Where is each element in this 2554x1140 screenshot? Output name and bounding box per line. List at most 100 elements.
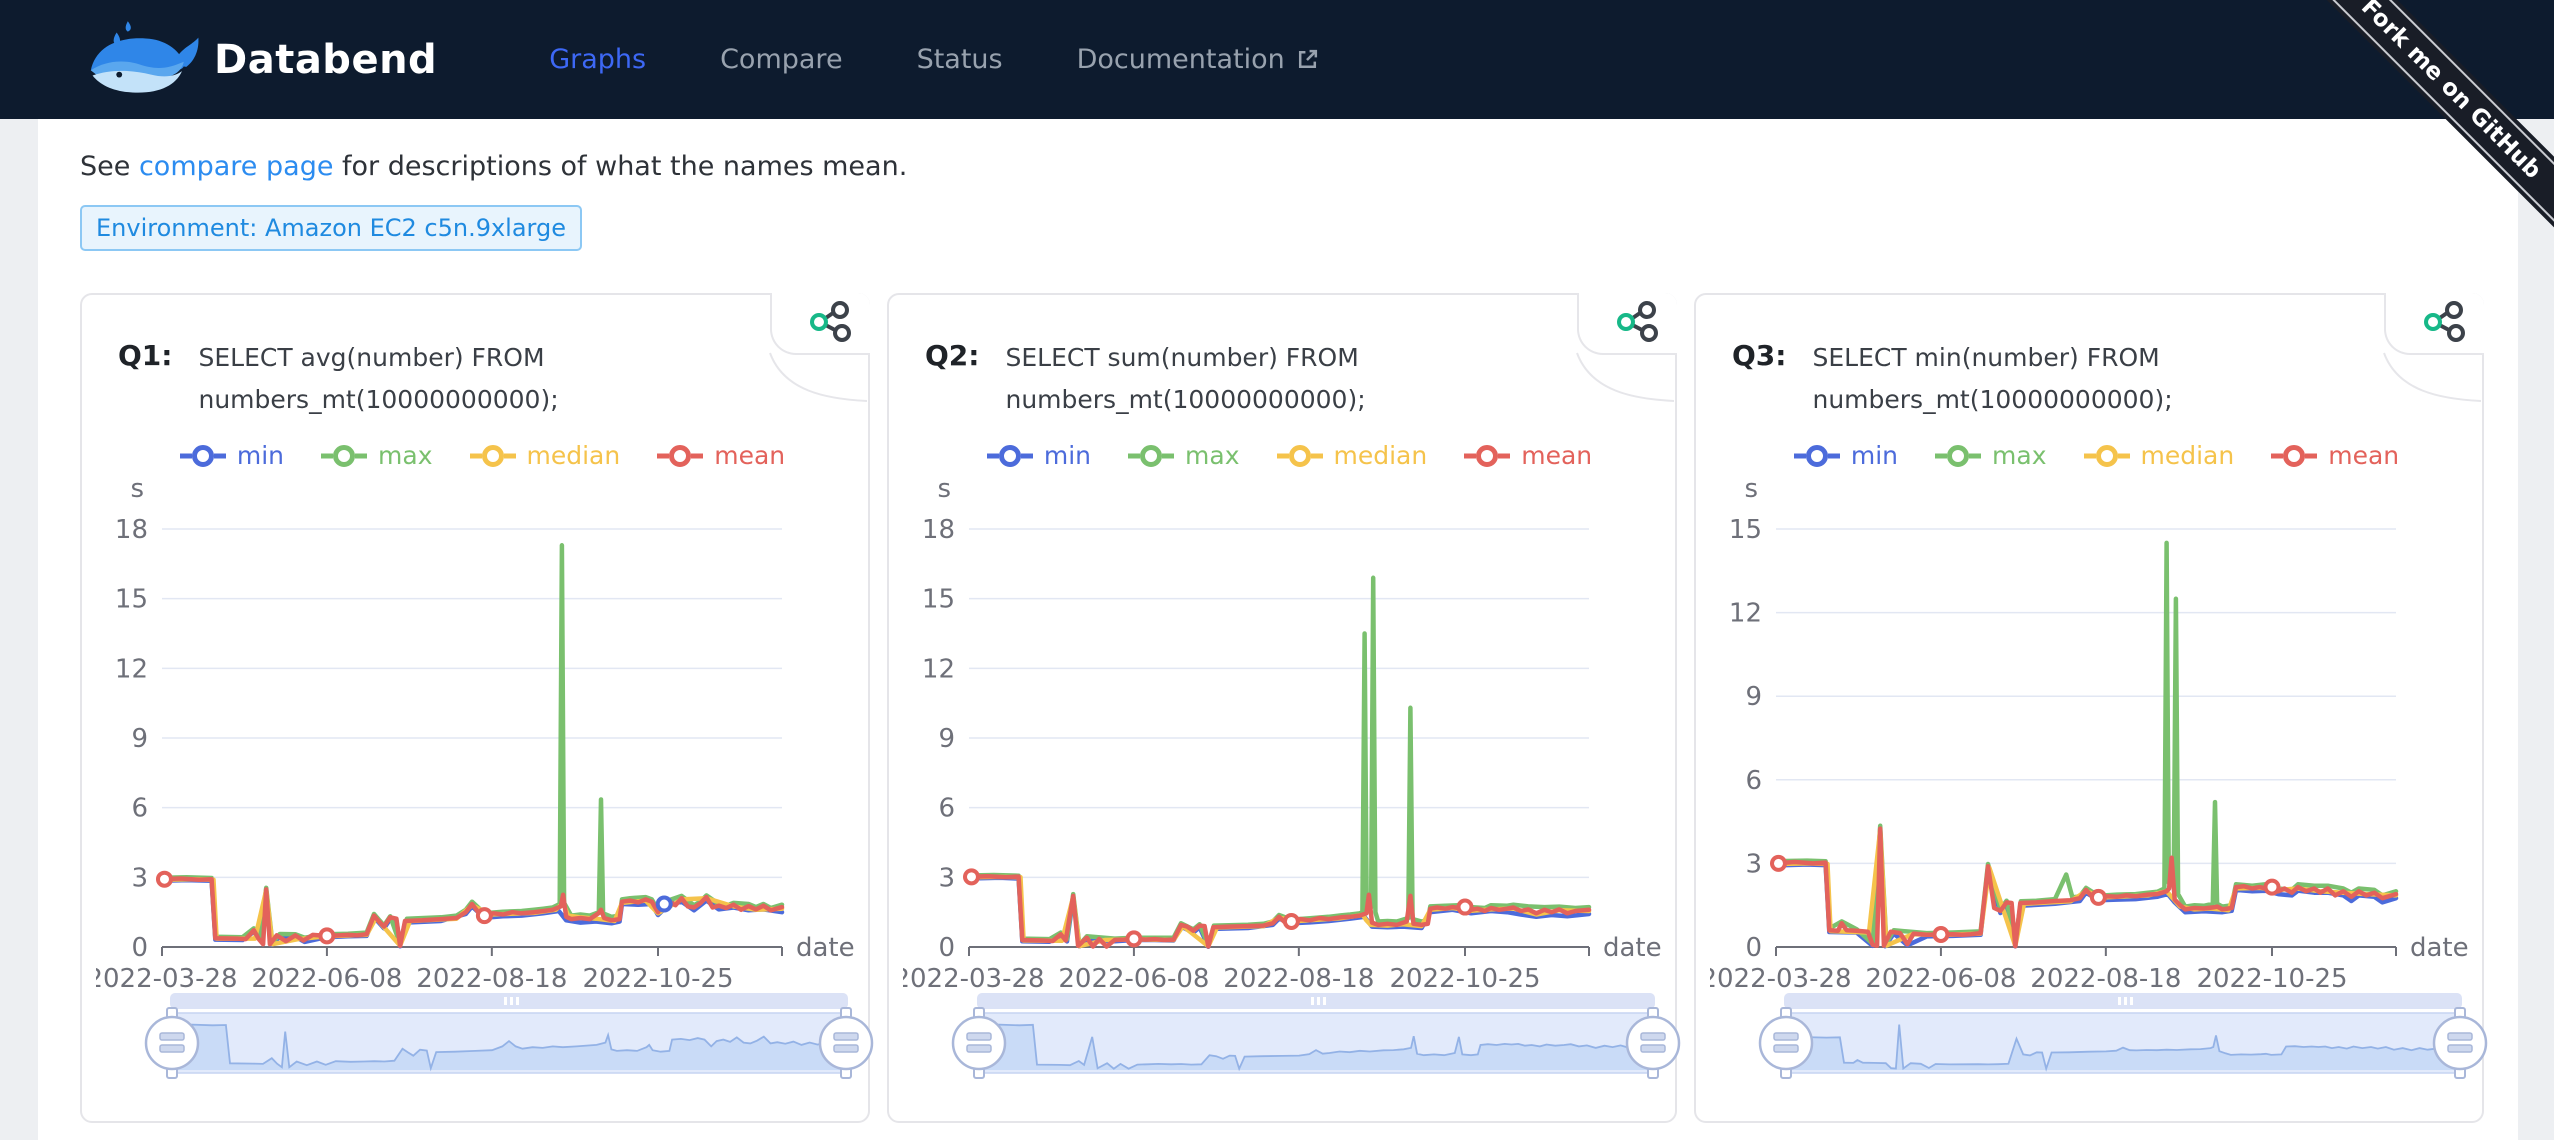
svg-text:2022-08-18: 2022-08-18 <box>416 964 567 994</box>
svg-text:15: 15 <box>922 585 955 615</box>
legend-item-min[interactable]: min <box>1793 441 1898 470</box>
legend-item-max[interactable]: max <box>320 441 432 470</box>
page-gutter: See compare page for descriptions of wha… <box>0 119 2554 1140</box>
chart-cards: Q1: SELECT avg(number) FROM numbers_mt(1… <box>80 293 2484 1123</box>
svg-text:2022-08-18: 2022-08-18 <box>1223 964 1374 994</box>
tab-curve <box>1575 351 1675 405</box>
svg-text:2022-03-28: 2022-03-28 <box>96 964 238 994</box>
nav-link-documentation[interactable]: Documentation <box>1077 44 1320 75</box>
legend-marker-icon <box>656 443 704 469</box>
svg-text:2022-03-28: 2022-03-28 <box>903 964 1045 994</box>
nav-link-graphs[interactable]: Graphs <box>549 44 646 75</box>
line-chart: s03691215182022-03-282022-06-082022-08-1… <box>96 473 858 1013</box>
legend-marker-icon <box>320 443 368 469</box>
legend-row: min max median mean <box>142 441 822 470</box>
legend-item-max[interactable]: max <box>1127 441 1239 470</box>
legend-marker-icon <box>1934 443 1982 469</box>
intro-text: See compare page for descriptions of wha… <box>80 151 907 182</box>
svg-text:18: 18 <box>922 515 955 545</box>
chart-card-q1: Q1: SELECT avg(number) FROM numbers_mt(1… <box>80 293 870 1123</box>
svg-text:date: date <box>1603 933 1662 963</box>
svg-text:s: s <box>937 474 951 504</box>
share-tab <box>1577 293 1677 355</box>
svg-text:15: 15 <box>1729 515 1762 545</box>
svg-text:3: 3 <box>1745 849 1762 879</box>
datazoom-slider[interactable] <box>963 993 1669 1077</box>
svg-text:2022-06-08: 2022-06-08 <box>1865 964 2016 994</box>
query-text: SELECT sum(number) FROM numbers_mt(10000… <box>1005 337 1365 421</box>
legend-marker-icon <box>1793 443 1841 469</box>
svg-text:9: 9 <box>131 724 148 754</box>
legend-item-mean[interactable]: mean <box>1463 441 1592 470</box>
line-chart: s03691215182022-03-282022-06-082022-08-1… <box>903 473 1665 1013</box>
line-chart: s036912152022-03-282022-06-082022-08-182… <box>1710 473 2472 1013</box>
svg-text:2022-10-25: 2022-10-25 <box>2196 964 2347 994</box>
legend-marker-icon <box>1463 443 1511 469</box>
fork-me-on-github-ribbon[interactable]: Fork me on GitHub <box>2298 0 2554 256</box>
legend-marker-icon <box>179 443 227 469</box>
svg-text:12: 12 <box>922 654 955 684</box>
svg-text:2022-10-25: 2022-10-25 <box>1389 964 1540 994</box>
chart-card-q3: Q3: SELECT min(number) FROM numbers_mt(1… <box>1694 293 2484 1123</box>
svg-text:date: date <box>2410 933 2469 963</box>
svg-text:2022-06-08: 2022-06-08 <box>251 964 402 994</box>
share-icon[interactable] <box>1615 301 1661 343</box>
legend-item-mean[interactable]: mean <box>2270 441 2399 470</box>
svg-text:2022-10-25: 2022-10-25 <box>582 964 733 994</box>
databend-logo[interactable]: Databend <box>78 17 437 103</box>
tab-curve <box>2382 351 2482 405</box>
query-row: Q2: SELECT sum(number) FROM numbers_mt(1… <box>925 337 1366 421</box>
brand-name: Databend <box>214 37 437 83</box>
svg-text:18: 18 <box>115 515 148 545</box>
svg-text:12: 12 <box>1729 599 1762 629</box>
environment-badge: Environment: Amazon EC2 c5n.9xlarge <box>80 205 582 251</box>
datazoom-grip-bar[interactable] <box>1784 993 2462 1009</box>
svg-text:3: 3 <box>131 863 148 893</box>
datazoom-grip-bar[interactable] <box>170 993 848 1009</box>
legend-marker-icon <box>469 443 517 469</box>
datazoom-grip-bar[interactable] <box>977 993 1655 1009</box>
navbar: Databend Graphs Compare Status Documenta… <box>0 0 2554 119</box>
nav-link-compare[interactable]: Compare <box>720 44 842 75</box>
legend-item-mean[interactable]: mean <box>656 441 785 470</box>
svg-text:9: 9 <box>938 724 955 754</box>
svg-text:2022-03-28: 2022-03-28 <box>1710 964 1852 994</box>
legend-item-max[interactable]: max <box>1934 441 2046 470</box>
svg-text:12: 12 <box>115 654 148 684</box>
legend-marker-icon <box>2270 443 2318 469</box>
query-row: Q1: SELECT avg(number) FROM numbers_mt(1… <box>118 337 559 421</box>
intro-prefix: See <box>80 151 139 182</box>
query-text: SELECT min(number) FROM numbers_mt(10000… <box>1812 337 2172 421</box>
databend-perf-page: Databend Graphs Compare Status Documenta… <box>0 0 2554 1140</box>
query-label: Q2: <box>925 339 979 421</box>
legend-item-median[interactable]: median <box>2083 441 2235 470</box>
legend-marker-icon <box>1276 443 1324 469</box>
svg-text:15: 15 <box>115 585 148 615</box>
share-icon[interactable] <box>808 301 854 343</box>
nav-link-status[interactable]: Status <box>917 44 1003 75</box>
query-row: Q3: SELECT min(number) FROM numbers_mt(1… <box>1732 337 2173 421</box>
legend-item-min[interactable]: min <box>179 441 284 470</box>
query-text: SELECT avg(number) FROM numbers_mt(10000… <box>198 337 558 421</box>
datazoom-slider[interactable] <box>1770 993 2476 1077</box>
query-label: Q1: <box>118 339 172 421</box>
chart-card-q2: Q2: SELECT sum(number) FROM numbers_mt(1… <box>887 293 1677 1123</box>
svg-text:6: 6 <box>938 794 955 824</box>
svg-text:2022-06-08: 2022-06-08 <box>1058 964 1209 994</box>
legend-item-median[interactable]: median <box>1276 441 1428 470</box>
compare-page-link[interactable]: compare page <box>139 151 333 182</box>
legend-marker-icon <box>2083 443 2131 469</box>
tab-curve <box>768 351 868 405</box>
legend-item-min[interactable]: min <box>986 441 1091 470</box>
github-ribbon-wrap: Fork me on GitHub <box>2298 0 2554 256</box>
whale-icon <box>78 17 200 103</box>
datazoom-slider[interactable] <box>156 993 862 1077</box>
nav-links: Graphs Compare Status Documentation <box>549 44 1320 75</box>
intro-suffix: for descriptions of what the names mean. <box>333 151 907 182</box>
legend-item-median[interactable]: median <box>469 441 621 470</box>
main-content: See compare page for descriptions of wha… <box>38 119 2518 1140</box>
legend-row: min max median mean <box>1756 441 2436 470</box>
svg-text:0: 0 <box>938 933 955 963</box>
share-icon[interactable] <box>2422 301 2468 343</box>
svg-text:2022-08-18: 2022-08-18 <box>2030 964 2181 994</box>
